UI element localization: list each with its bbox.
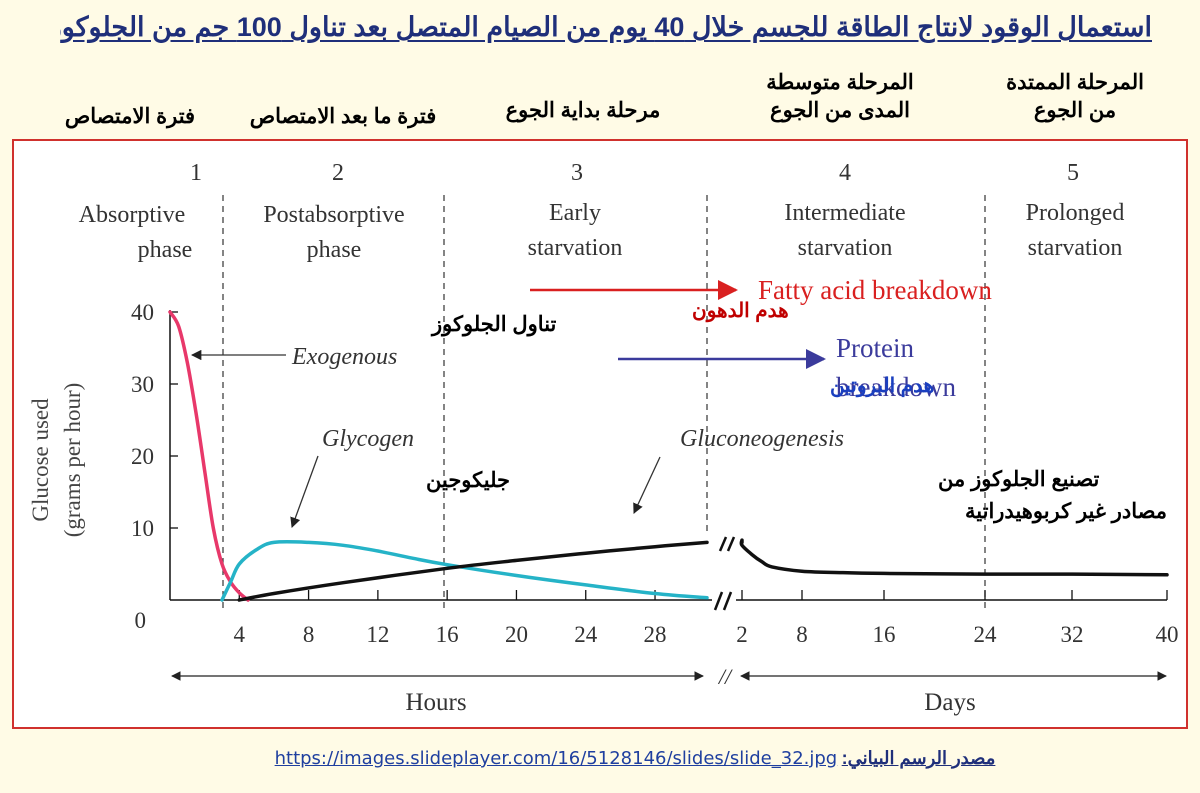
x-tick-label-hours: 24: [574, 622, 598, 647]
phase-4-name-line1: Intermediate: [784, 200, 905, 226]
x-tick-label-hours: 20: [505, 622, 528, 647]
break-mark-curve-a: [718, 536, 728, 552]
break-mark-curve-b: [726, 536, 736, 552]
exogenous-label-en: Exogenous: [291, 344, 397, 370]
x-tick-label-hours: 28: [644, 622, 667, 647]
break-mark-axis-a: [713, 591, 724, 611]
x-tick-label-days: 8: [796, 622, 808, 647]
gluconeogenesis-label-en: Gluconeogenesis: [680, 426, 844, 452]
series-line-gluconeogenesis-days: [739, 538, 1169, 577]
y-tick-label: 40: [131, 300, 154, 325]
exogenous-label-ar: تناول الجلوكوز: [430, 313, 557, 337]
protein-label-ar: هدم البروتين: [830, 375, 934, 398]
arabic-label-phase-2: فترة ما بعد الامتصاص: [249, 105, 437, 128]
phase-2-name-line1: Postabsorptive: [263, 202, 404, 228]
glycogen-label-en: Glycogen: [322, 426, 414, 452]
x-tick-label-hours: 12: [366, 622, 389, 647]
source-label: مصدر الرسم البياني:: [841, 748, 996, 768]
break-mark-axis-b: [722, 591, 733, 611]
y-axis-title: Glucose used (grams per hour): [28, 383, 85, 538]
phase-1-name-line2: phase: [138, 237, 193, 263]
phase-3-number: 3: [571, 160, 583, 186]
phase-4-name-line2: starvation: [798, 235, 893, 261]
arabic-label-phase-1: فترة الامتصاص: [64, 105, 196, 128]
source-line: مصدر الرسم البياني: https://images.slide…: [200, 748, 1060, 769]
x-tick-label-days: 40: [1156, 622, 1179, 647]
y-axis-title-line1: Glucose used: [28, 398, 53, 522]
arabic-label-phase-3: مرحلة بداية الجوع: [505, 99, 661, 122]
series-line-glycogen-hours: [220, 539, 709, 602]
axis-break-symbols: [713, 536, 736, 611]
arabic-label-phase-4-line2: المدى من الجوع: [770, 99, 910, 122]
x-tick-label-hours: 4: [234, 622, 246, 647]
series-line-exogenous-hours: [168, 310, 250, 602]
annotation-exogenous: Exogenous تناول الجلوكوز: [190, 313, 557, 370]
protein-label-en-line1: Protein: [836, 333, 914, 363]
x-tick-label-hours: 8: [303, 622, 315, 647]
arabic-label-phase-4-line1: المرحلة متوسطة: [766, 71, 914, 94]
gluconeogenesis-pointer-arrow: [633, 456, 661, 514]
phase-dividers: [222, 195, 986, 612]
phase-1-name-line1: Absorptive: [79, 202, 186, 228]
x-unit-hours: Hours: [405, 689, 466, 716]
phase-3-name-line1: Early: [549, 200, 601, 226]
y-tick-label: 0: [135, 608, 147, 633]
phase-headers: 1 Absorptive phase 2 Postabsorptive phas…: [79, 160, 1125, 263]
phase-4-number: 4: [839, 160, 851, 186]
y-tick-label: 10: [131, 516, 154, 541]
series-line-gluconeogenesis-hours: [237, 540, 709, 602]
fatty-acid-label-en: Fatty acid breakdown: [758, 275, 992, 305]
x-tick-label-days: 24: [974, 622, 998, 647]
annotation-gluconeogenesis: Gluconeogenesis تصنيع الجلوكوز من مصادر …: [633, 426, 1167, 524]
annotation-protein: Protein breakdown هدم البروتين: [618, 333, 956, 402]
phase-1-number: 1: [190, 160, 202, 186]
protein-label-en-line2: breakdown: [836, 372, 956, 402]
chart-frame: [12, 139, 1188, 729]
x-tick-label-days: 2: [736, 622, 748, 647]
phase-5-name-line1: Prolonged: [1026, 200, 1125, 226]
glycogen-label-ar: جليكوجين: [426, 469, 510, 493]
phase-5-name-line2: starvation: [1028, 235, 1123, 261]
x-tick-label-days: 32: [1061, 622, 1084, 647]
y-tick-label: 30: [131, 372, 154, 397]
y-tick-label: 20: [131, 444, 154, 469]
arabic-label-phase-5-line2: من الجوع: [1033, 99, 1117, 122]
glycogen-pointer-arrow: [290, 455, 319, 528]
phase-5-number: 5: [1067, 160, 1079, 186]
x-unit-days: Days: [924, 689, 975, 716]
phase-2-name-line2: phase: [307, 237, 362, 263]
y-axis-title-line2: (grams per hour): [60, 383, 85, 538]
phase-2-number: 2: [332, 160, 344, 186]
annotation-fatty-acid: Fatty acid breakdown هدم الدهون: [530, 275, 992, 323]
x-tick-label-days: 16: [873, 622, 896, 647]
series-layer: [168, 310, 1169, 602]
break-symbol-bottom: //: [717, 664, 733, 689]
gluconeogenesis-label-ar-line1: تصنيع الجلوكوز من: [938, 468, 1100, 492]
source-link[interactable]: https://images.slideplayer.com/16/512814…: [274, 748, 838, 769]
slide-title: استعمال الوقود لانتاج الطاقة للجسم خلال …: [60, 12, 1152, 42]
fatty-acid-label-ar: هدم الدهون: [692, 300, 789, 323]
phase-3-name-line2: starvation: [528, 235, 623, 261]
gluconeogenesis-label-ar-line2: مصادر غير كربوهيدراتية: [965, 500, 1167, 524]
arabic-label-phase-5-line1: المرحلة الممتدة: [1006, 71, 1144, 94]
annotation-glycogen: Glycogen جليكوجين: [290, 426, 510, 528]
x-tick-label-hours: 16: [436, 622, 459, 647]
